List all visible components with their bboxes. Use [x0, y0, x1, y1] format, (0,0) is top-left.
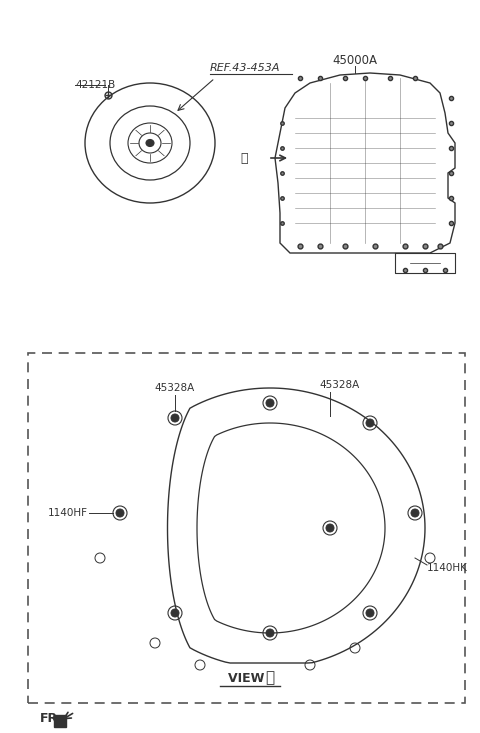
Ellipse shape: [146, 139, 154, 147]
Circle shape: [171, 609, 179, 617]
Circle shape: [116, 509, 124, 517]
Circle shape: [366, 419, 374, 427]
Text: 42121B: 42121B: [75, 80, 115, 90]
Text: 45000A: 45000A: [333, 54, 377, 67]
Text: 1140HF: 1140HF: [48, 508, 88, 518]
Text: FR.: FR.: [40, 712, 63, 724]
Circle shape: [326, 524, 334, 532]
Circle shape: [171, 414, 179, 422]
Text: 1140HK: 1140HK: [427, 563, 468, 573]
Text: Ⓐ: Ⓐ: [265, 671, 275, 685]
Circle shape: [366, 609, 374, 617]
Circle shape: [266, 399, 274, 407]
Text: REF.43-453A: REF.43-453A: [210, 63, 280, 73]
Text: VIEW: VIEW: [228, 671, 268, 685]
Text: 45328A: 45328A: [155, 383, 195, 393]
Text: Ⓐ: Ⓐ: [240, 152, 248, 164]
Circle shape: [411, 509, 419, 517]
Circle shape: [266, 629, 274, 637]
Text: 45328A: 45328A: [320, 380, 360, 390]
